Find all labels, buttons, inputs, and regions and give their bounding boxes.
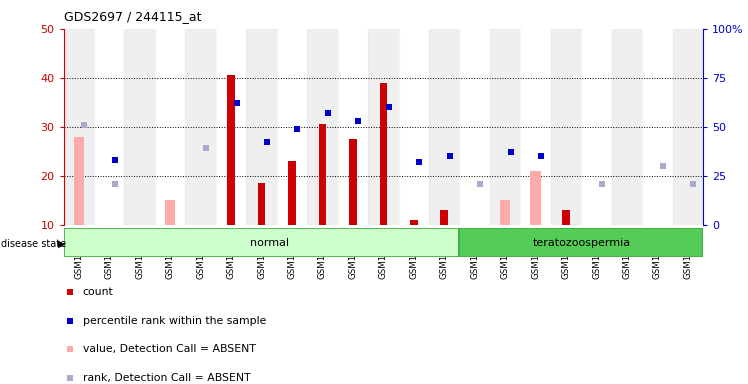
Bar (459, 29, 490, 225)
Text: normal: normal (250, 238, 289, 248)
Bar (551, 29, 581, 225)
Bar (521, 29, 551, 225)
Bar (277, 29, 307, 225)
Bar (227, 75, 235, 225)
Bar (368, 29, 399, 225)
FancyBboxPatch shape (459, 228, 703, 257)
Bar (349, 139, 357, 225)
Text: value, Detection Call = ABSENT: value, Detection Call = ABSENT (83, 344, 256, 354)
Bar (410, 220, 417, 225)
Text: disease state: disease state (1, 239, 66, 249)
Bar (399, 29, 429, 225)
Bar (612, 29, 643, 225)
Bar (64, 29, 94, 225)
Text: ▶: ▶ (58, 239, 66, 249)
Bar (258, 183, 266, 225)
Bar (216, 29, 246, 225)
Bar (124, 29, 155, 225)
Text: teratozoospermia: teratozoospermia (533, 238, 631, 248)
FancyBboxPatch shape (64, 228, 459, 257)
Bar (500, 200, 510, 225)
Bar (186, 29, 216, 225)
Text: rank, Detection Call = ABSENT: rank, Detection Call = ABSENT (83, 373, 251, 383)
Bar (379, 83, 387, 225)
Text: GDS2697 / 244115_at: GDS2697 / 244115_at (64, 10, 201, 23)
Bar (672, 29, 703, 225)
Text: count: count (83, 287, 114, 297)
Bar (288, 161, 295, 225)
Bar (319, 124, 326, 225)
Bar (165, 200, 175, 225)
Bar (155, 29, 186, 225)
Bar (307, 29, 337, 225)
Bar (337, 29, 368, 225)
Bar (73, 137, 84, 225)
Bar (581, 29, 612, 225)
Bar (643, 29, 672, 225)
Bar (562, 210, 570, 225)
Bar (246, 29, 277, 225)
Bar (441, 210, 448, 225)
Text: percentile rank within the sample: percentile rank within the sample (83, 316, 266, 326)
Bar (94, 29, 124, 225)
Bar (490, 29, 521, 225)
Bar (429, 29, 459, 225)
Bar (530, 171, 541, 225)
